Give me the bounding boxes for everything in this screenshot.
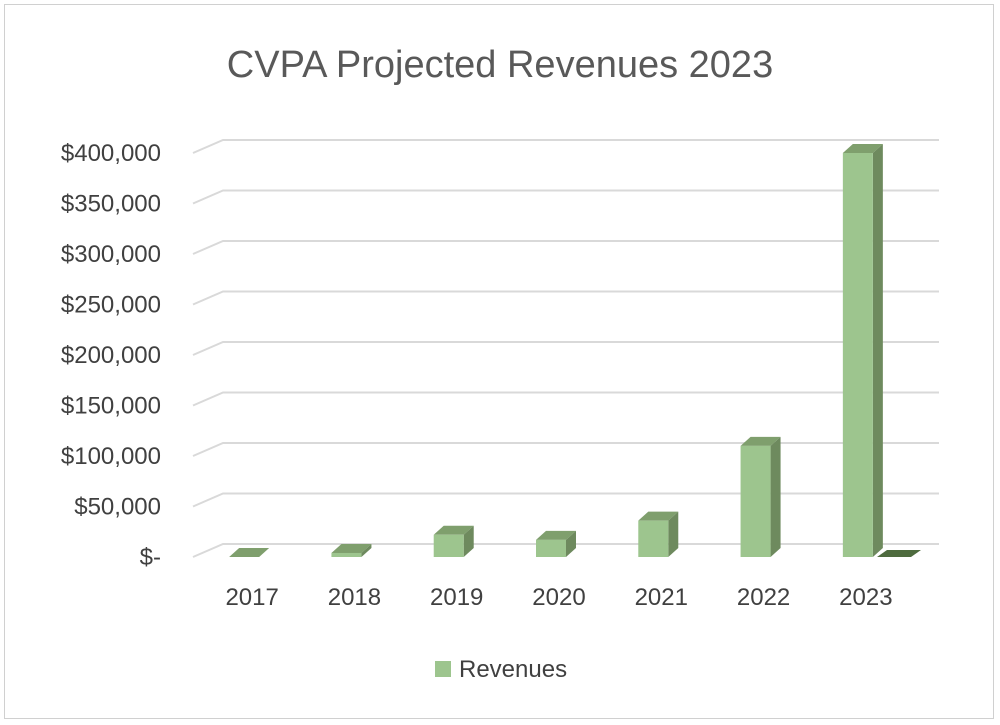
bar-chart: CVPA Projected Revenues 2023 $- $50,000 $1… — [61, 44, 939, 683]
bar-top-face — [740, 436, 781, 446]
y-tick-label: $300,000 — [61, 241, 161, 268]
x-tick-label: 2017 — [225, 584, 278, 611]
y-tick-label: $200,000 — [61, 342, 161, 369]
bar-2023[interactable] — [842, 144, 883, 557]
bar-top-face — [229, 548, 270, 557]
bar-2020[interactable] — [536, 530, 576, 557]
bar-front-face — [433, 534, 464, 557]
y-tick-label: $50,000 — [74, 494, 161, 521]
bar-front-face — [536, 539, 566, 557]
bar-top-face — [842, 144, 883, 153]
bar-top-face — [638, 511, 679, 521]
bars — [229, 144, 921, 557]
chart-frame: CVPA Projected Revenues 2023 $- $50,000 $1… — [4, 4, 994, 719]
legend-label: Revenues — [459, 656, 567, 683]
gridline — [192, 442, 939, 457]
y-tick-label: $100,000 — [61, 443, 161, 470]
bar-2018[interactable] — [331, 543, 372, 557]
bar-front-face — [740, 445, 771, 557]
bar-top-face — [536, 530, 576, 540]
bar-side-face — [566, 530, 576, 557]
x-tick-label: 2021 — [635, 584, 688, 611]
bar-side-face — [770, 436, 781, 557]
x-tick-label: 2022 — [737, 584, 790, 611]
gridline — [192, 189, 939, 205]
bar-front-face — [638, 520, 669, 557]
gridline — [192, 492, 939, 508]
y-tick-label: $150,000 — [61, 393, 161, 420]
gridline — [192, 290, 939, 306]
bar-top-face — [433, 525, 474, 535]
bar-side-face — [872, 144, 883, 557]
bar-front-face — [331, 552, 362, 557]
gridline — [192, 543, 939, 558]
bar-2017[interactable] — [229, 548, 270, 557]
y-tick-label: $250,000 — [61, 292, 161, 319]
y-tick-label: $350,000 — [61, 191, 161, 218]
x-tick-label: 2020 — [532, 584, 585, 611]
chart-title: CVPA Projected Revenues 2023 — [227, 44, 773, 86]
y-axis-ticks: $- $50,000 $100,000 $150,000 $200,000 $250,00… — [61, 140, 161, 571]
x-tick-label: 2019 — [430, 584, 483, 611]
bar-side-face — [463, 525, 474, 557]
legend-swatch — [435, 661, 451, 677]
bar-side-face — [668, 511, 679, 557]
legend[interactable]: Revenues — [435, 656, 567, 683]
gridline — [192, 341, 939, 356]
bar-side-face — [361, 543, 372, 557]
x-tick-label: 2018 — [328, 584, 381, 611]
y-tick-label: $400,000 — [61, 140, 161, 167]
x-axis-ticks: 2017 2018 2019 2020 2021 2022 2023 — [225, 584, 892, 611]
gridline — [192, 139, 939, 154]
bar-top-face — [331, 543, 372, 553]
gridlines — [192, 139, 939, 558]
bar-2022[interactable] — [740, 436, 781, 557]
x-tick-label: 2023 — [839, 584, 892, 611]
y-tick-label: $- — [140, 544, 161, 571]
floor-marker — [877, 550, 921, 557]
gridline — [192, 240, 939, 255]
bar-front-face — [842, 153, 873, 557]
gridline — [192, 391, 939, 407]
bar-2021[interactable] — [638, 511, 679, 557]
bar-2019[interactable] — [433, 525, 474, 557]
